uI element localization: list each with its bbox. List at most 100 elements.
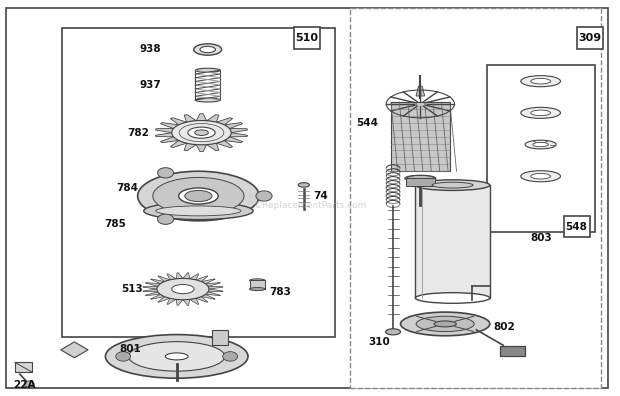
Ellipse shape (195, 68, 220, 72)
Polygon shape (170, 118, 187, 125)
Ellipse shape (195, 130, 208, 135)
Polygon shape (176, 273, 183, 279)
Polygon shape (196, 276, 208, 282)
Ellipse shape (194, 44, 222, 55)
Ellipse shape (298, 183, 309, 187)
Polygon shape (206, 143, 219, 151)
Bar (577, 27, 603, 48)
Ellipse shape (521, 76, 560, 87)
Bar (62, 28, 335, 337)
Ellipse shape (249, 279, 265, 282)
Polygon shape (158, 297, 170, 302)
Ellipse shape (434, 321, 456, 327)
Ellipse shape (415, 293, 490, 303)
Text: 802: 802 (493, 322, 515, 332)
Polygon shape (151, 279, 164, 284)
Polygon shape (205, 292, 220, 295)
Ellipse shape (185, 190, 212, 202)
Text: 309: 309 (578, 32, 602, 43)
Bar (564, 215, 590, 237)
Ellipse shape (166, 353, 188, 360)
Polygon shape (156, 129, 174, 133)
Ellipse shape (531, 173, 551, 179)
Circle shape (116, 352, 131, 361)
Text: 544: 544 (356, 118, 378, 128)
Polygon shape (197, 114, 206, 121)
Text: 510: 510 (295, 32, 319, 43)
Polygon shape (184, 143, 197, 151)
Ellipse shape (416, 316, 474, 331)
Ellipse shape (525, 140, 556, 149)
Ellipse shape (144, 202, 253, 219)
Text: 513: 513 (121, 284, 143, 294)
Circle shape (157, 168, 174, 178)
Polygon shape (61, 342, 88, 358)
Polygon shape (229, 129, 247, 133)
Polygon shape (167, 298, 176, 305)
Ellipse shape (156, 206, 241, 216)
Ellipse shape (401, 312, 490, 336)
Ellipse shape (195, 98, 220, 102)
Text: 310: 310 (368, 337, 391, 347)
Polygon shape (170, 141, 187, 148)
Polygon shape (190, 274, 199, 280)
Polygon shape (202, 279, 215, 284)
Ellipse shape (415, 180, 490, 190)
Ellipse shape (153, 177, 244, 215)
Polygon shape (216, 141, 232, 148)
Bar (406, 178, 435, 185)
Bar (391, 102, 450, 171)
Polygon shape (205, 283, 220, 286)
Text: 74: 74 (313, 191, 328, 201)
Polygon shape (167, 274, 176, 280)
Ellipse shape (179, 188, 218, 204)
Polygon shape (416, 86, 425, 96)
Text: 548: 548 (565, 221, 588, 232)
Polygon shape (146, 283, 161, 286)
Ellipse shape (531, 110, 551, 116)
Text: 785: 785 (104, 219, 126, 229)
Ellipse shape (138, 171, 259, 221)
Polygon shape (197, 145, 206, 152)
Polygon shape (161, 123, 179, 129)
Bar (294, 27, 320, 48)
Polygon shape (229, 133, 247, 137)
Circle shape (256, 191, 272, 201)
Ellipse shape (200, 46, 216, 53)
Polygon shape (206, 114, 219, 122)
Text: 938: 938 (140, 44, 161, 55)
Polygon shape (208, 289, 223, 292)
Polygon shape (216, 118, 232, 125)
Polygon shape (202, 294, 215, 299)
Text: 782: 782 (127, 128, 149, 138)
Bar (487, 65, 595, 232)
Polygon shape (158, 276, 170, 282)
Text: 937: 937 (140, 80, 161, 90)
Polygon shape (151, 294, 164, 299)
Polygon shape (15, 362, 32, 372)
Text: 784: 784 (117, 183, 138, 193)
Ellipse shape (405, 175, 436, 181)
Ellipse shape (521, 107, 560, 118)
Text: 22A: 22A (14, 380, 36, 390)
Ellipse shape (105, 335, 248, 378)
Bar (250, 280, 265, 289)
Polygon shape (146, 292, 161, 295)
Polygon shape (176, 299, 183, 305)
Circle shape (223, 352, 237, 361)
Polygon shape (161, 137, 179, 143)
Polygon shape (156, 133, 174, 137)
Text: 801: 801 (119, 344, 141, 354)
Bar (500, 346, 525, 356)
Ellipse shape (531, 78, 551, 84)
Bar (350, 8, 601, 388)
Polygon shape (208, 286, 223, 289)
Text: 783: 783 (270, 287, 291, 297)
Polygon shape (184, 114, 197, 122)
Ellipse shape (521, 171, 560, 182)
Ellipse shape (533, 142, 548, 147)
Polygon shape (224, 123, 242, 129)
Ellipse shape (172, 285, 194, 293)
Ellipse shape (128, 342, 225, 371)
Circle shape (157, 214, 174, 225)
